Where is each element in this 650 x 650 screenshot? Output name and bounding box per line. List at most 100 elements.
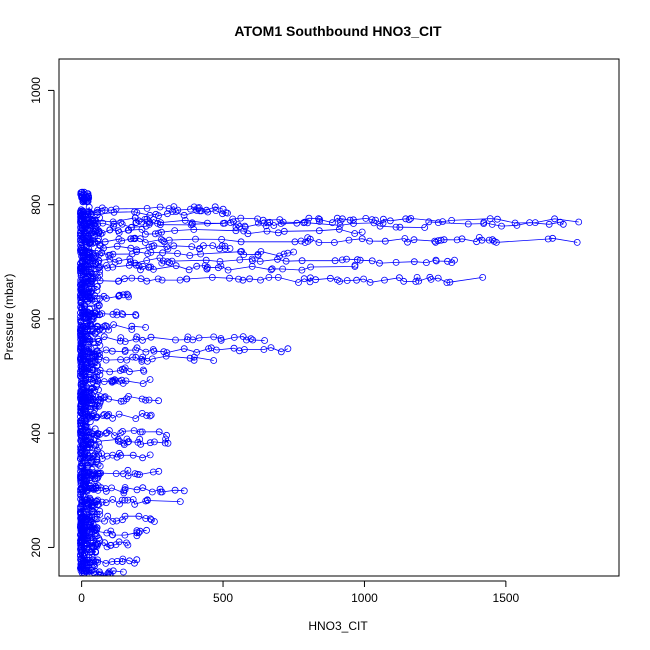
data-point [148,488,156,496]
data-point [86,268,93,276]
data-point [88,217,96,225]
data-point [381,237,389,245]
data-point [137,440,145,448]
data-point [121,484,129,491]
data-point [97,469,105,477]
data-point [160,238,168,246]
x-axis-label: HNO3_CIT [308,619,368,633]
data-point [358,228,366,236]
data-point [101,206,109,214]
data-point [125,293,133,301]
data-point [165,205,173,213]
data-point [80,516,88,524]
data-point [444,257,451,265]
data-point [260,346,268,353]
data-point [84,532,92,540]
data-point [80,509,88,517]
data-point [92,353,100,361]
data-point [96,349,103,357]
data-point [376,259,383,267]
data-point [549,234,556,242]
data-point [111,258,119,266]
data-point [91,387,99,395]
data-point [84,481,92,489]
data-point [139,380,147,388]
data-point [133,556,141,564]
data-point [94,446,101,454]
data-point [130,427,138,435]
data-point [132,353,140,361]
data-point [91,405,99,413]
data-point [115,292,123,300]
data-point [124,472,132,480]
data-point [136,471,144,479]
data-point [85,347,93,355]
data-point [221,245,229,253]
data-point [93,515,101,523]
data-point [479,273,487,281]
data-point [77,347,84,354]
data-point [190,203,198,211]
data-point [240,251,248,259]
data-point [77,419,84,427]
data-point [279,265,287,273]
data-point [109,414,116,422]
data-point [343,277,351,284]
data-point [112,205,120,213]
data-point [121,346,129,354]
data-point [212,207,220,215]
data-point [82,238,90,246]
data-point [333,276,341,284]
data-point [366,278,374,286]
data-point [88,399,96,407]
data-point [85,554,93,561]
data-point [559,220,567,228]
data-point [171,486,179,494]
data-point [96,250,103,258]
data-point [147,333,155,341]
data-point [219,205,227,213]
data-point [386,217,394,225]
data-point [94,460,102,468]
data-point [211,203,219,211]
data-point [97,393,105,401]
data-point [93,322,101,330]
data-point [142,323,150,331]
data-point [103,543,111,551]
data-point [104,570,112,576]
data-point [105,395,112,403]
data-point [209,242,217,250]
data-point [143,277,151,285]
data-point [109,310,117,318]
data-point [102,499,110,507]
data-point [544,235,552,243]
data-point [480,218,488,226]
data-point [102,356,110,364]
data-point [102,487,110,495]
data-point [94,474,102,482]
data-point [240,346,248,353]
data-point [274,255,281,263]
data-point [129,451,137,459]
data-point [219,210,226,218]
data-point [267,344,275,352]
data-point [85,522,93,529]
data-point [80,567,88,575]
data-point [128,326,136,333]
data-point [410,258,418,266]
data-point [493,215,501,223]
data-point [304,237,312,245]
data-point [95,443,103,451]
data-point [226,245,234,252]
data-point [83,487,91,495]
data-point [531,219,539,227]
data-point [379,219,387,227]
data-point [89,216,97,224]
data-point [212,346,220,354]
data-point [210,333,218,341]
data-point [105,410,113,418]
data-point [83,311,90,319]
data-point [157,219,165,227]
data-point [102,560,110,567]
data-point [132,312,140,320]
